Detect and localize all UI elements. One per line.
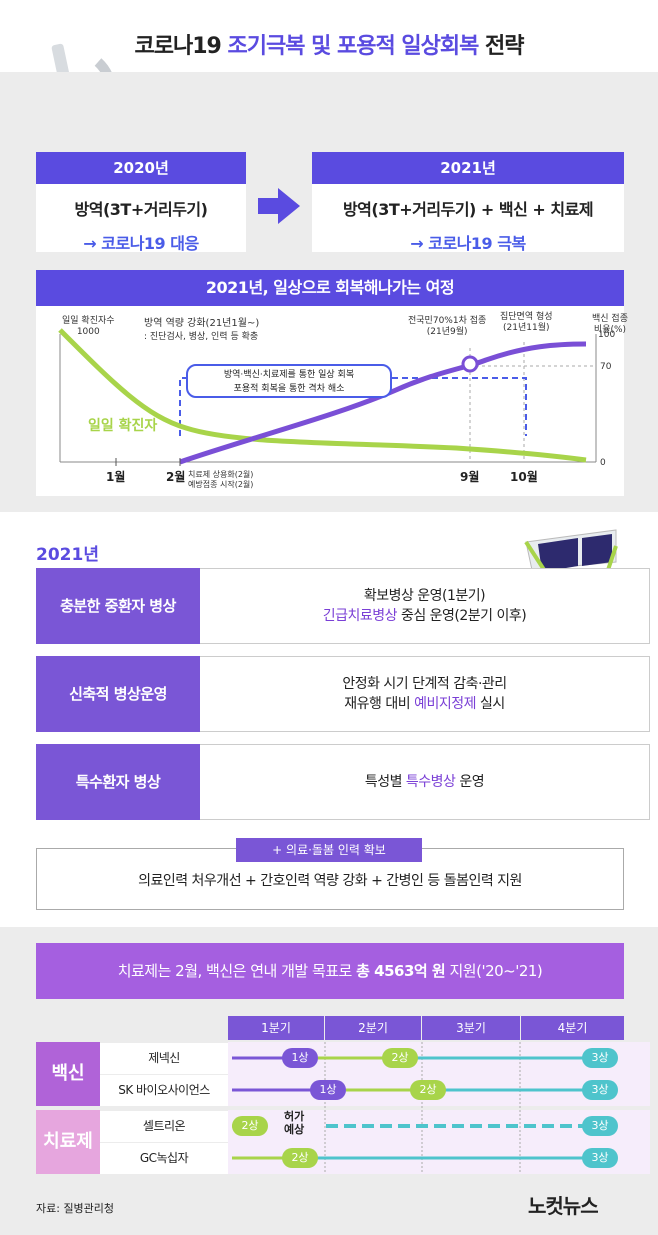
journey-chart (58, 328, 597, 466)
quarter-2-header: 2분기 (325, 1016, 421, 1040)
sk-phase3: 3상 (582, 1080, 618, 1100)
gc-phase2: 2상 (282, 1148, 318, 1168)
source-note: 자료: 질병관리청 (36, 1202, 115, 1215)
x-label-sep: 9월 (460, 470, 480, 484)
row-genexine-name: 제넥신 (100, 1043, 228, 1074)
journey-chart-card: 2021년, 일상으로 회복해나가는 여정 (36, 270, 624, 496)
row-special-beds-label: 특수환자 병상 (36, 744, 200, 820)
row-special-beds-content: 특성별 특수병상 운영 (200, 744, 650, 820)
quarter-4-header: 4분기 (521, 1016, 624, 1040)
gc-phase3: 3상 (582, 1148, 618, 1168)
annotation-september: 전국민70%1차 접종 (21년9월) (408, 316, 487, 337)
year-2021-line2: → 코로나19 극복 (410, 234, 526, 253)
group-vaccine: 백신 (36, 1042, 100, 1106)
arrow-right-icon (258, 188, 300, 224)
note-quarantine-detail: : 진단검사, 병상, 인력 등 확충 (144, 332, 259, 342)
row-icu-beds-content: 확보병상 운영(1분기) 긴급치료병상 중심 운영(2분기 이후) (200, 568, 650, 644)
staff-tag: + 의료·돌봄 인력 확보 (236, 838, 422, 862)
x-label-jan: 1월 (106, 470, 126, 484)
seventy-percent-marker (461, 355, 479, 373)
quarter-1-header: 1분기 (228, 1016, 324, 1040)
year-2020-header: 2020년 (36, 152, 246, 184)
quarter-gridlines (324, 1042, 521, 1174)
x-label-oct: 10월 (510, 470, 538, 484)
year-2021-card: 2021년 방역(3T+거리두기) + 백신 + 치료제 → 코로나19 극복 (312, 152, 624, 253)
staff-text: 의료인력 처우개선 + 간호인력 역량 강화 + 간병인 등 돌봄인력 지원 (138, 873, 522, 889)
sk-phase2: 2상 (410, 1080, 446, 1100)
row-gc-green-cross-name: GC녹십자 (100, 1143, 228, 1174)
title-part1: 코로나19 (134, 34, 228, 59)
confirmed-curve (58, 328, 587, 463)
right-tick-70: 70 (600, 362, 612, 372)
genexine-phase3: 3상 (582, 1048, 618, 1068)
quarter-3-header: 3분기 (422, 1016, 520, 1040)
feb-note: 치료제 상용화(2월) 예방접종 시작(2월) (188, 470, 254, 489)
year-2020-card: 2020년 방역(3T+거리두기) → 코로나19 대응 (36, 152, 246, 253)
right-tick-0: 0 (600, 458, 606, 468)
row-celltrion-name: 셀트리온 (100, 1111, 228, 1142)
title-highlight: 조기극복 및 포용적 일상회복 (227, 34, 480, 59)
note-quarantine-title: 방역 역량 강화(21년1월~) (144, 318, 260, 329)
annotation-november: 집단면역 형성 (21년11월) (500, 312, 553, 333)
year-2021-header: 2021년 (312, 152, 624, 184)
celltrion-phase2: 2상 (232, 1116, 268, 1136)
row-sk-bioscience-name: SK 바이오사이언스 (100, 1075, 228, 1106)
genexine-phase2: 2상 (382, 1048, 418, 1068)
genexine-phase1: 1상 (282, 1048, 318, 1068)
x-label-feb: 2월 (166, 470, 186, 484)
funding-banner: 치료제는 2월, 백신은 연내 개발 목표로 총 4563억 원 지원('20~… (36, 943, 624, 999)
recovery-box-line1: 방역·백신·치료제를 통한 일상 회복 (223, 370, 355, 380)
row-flexible-beds-label: 신축적 병상운영 (36, 656, 200, 732)
confirmed-label: 일일 확진자 (88, 418, 158, 434)
title-part3: 전략 (478, 34, 524, 59)
plan-year: 2021년 (36, 545, 99, 565)
row-flexible-beds-content: 안정화 시기 단계적 감축·관리 재유행 대비 예비지정제 실시 (200, 656, 650, 732)
year-2021-line1: 방역(3T+거리두기) + 백신 + 치료제 (342, 200, 594, 219)
row-icu-beds-label: 충분한 중환자 병상 (36, 568, 200, 644)
sk-phase1: 1상 (310, 1080, 346, 1100)
journey-title: 2021년, 일상으로 회복해나가는 여정 (36, 270, 624, 306)
recovery-box-line2: 포용적 회복을 통한 격차 해소 (233, 384, 345, 394)
right-axis-label: 백신 접종 비율(%) (592, 314, 628, 335)
recovery-box: 방역·백신·치료제를 통한 일상 회복 포용적 회복을 통한 격차 해소 (186, 364, 392, 398)
celltrion-phase3: 3상 (582, 1116, 618, 1136)
celltrion-approval-note: 허가 예상 (284, 1110, 305, 1136)
left-axis-label: 일일 확진자수 1000 (62, 316, 115, 337)
page-title: 코로나19 조기극복 및 포용적 일상회복 전략 (0, 28, 658, 60)
group-treatment: 치료제 (36, 1110, 100, 1174)
vaccination-curve (179, 341, 587, 465)
year-2020-line2: → 코로나19 대응 (83, 234, 199, 253)
nocut-news-logo: 노컷뉴스 (528, 1194, 599, 1218)
right-tick-100: 100 (598, 330, 616, 340)
year-2020-line1: 방역(3T+거리두기) (74, 200, 208, 219)
